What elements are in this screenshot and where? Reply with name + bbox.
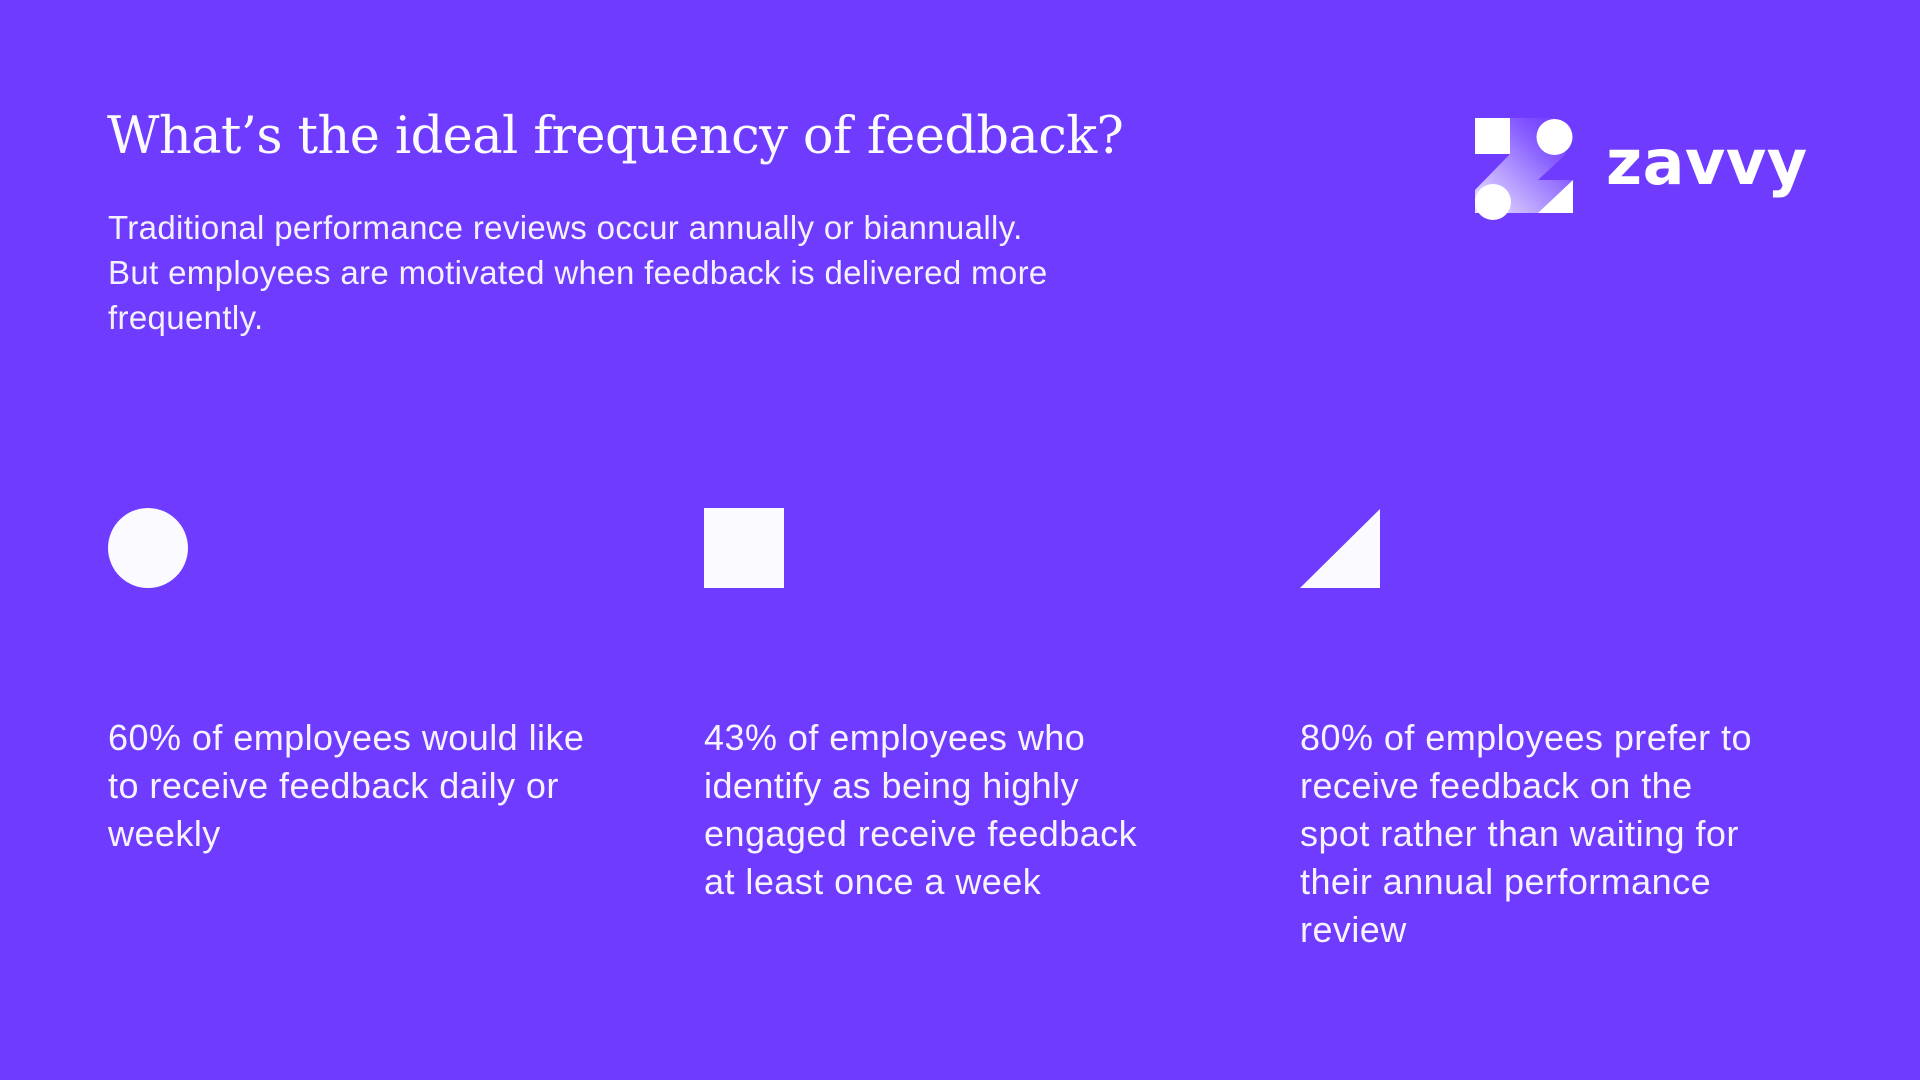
stat-line: spot rather than waiting for [1300,813,1739,854]
stat-line: review [1300,909,1407,950]
stat-line: receive feedback on the [1300,765,1693,806]
brand-wordmark: zavvy [1606,126,1808,199]
triangle-icon [1300,508,1380,588]
circle-icon [108,508,188,588]
stat-text: 43% of employees who identify as being h… [704,714,1137,906]
stat-line: to receive feedback daily or [108,765,559,806]
stat-line: their annual performance [1300,861,1712,902]
zavvy-logo-mark-icon [1470,112,1580,222]
stat-line: at least once a week [704,861,1042,902]
stat-line: identify as being highly [704,765,1080,806]
stat-line: 43% of employees who [704,717,1086,758]
stat-line: weekly [108,813,221,854]
stat-line: 80% of employees prefer to [1300,717,1752,758]
page-title: What’s the ideal frequency of feedback? [107,107,1124,166]
square-icon [704,508,784,588]
subtitle-line: frequently. [108,299,264,336]
stat-text: 80% of employees prefer to receive feedb… [1300,714,1752,954]
stat-text: 60% of employees would like to receive f… [108,714,584,858]
subtitle-line: But employees are motivated when feedbac… [108,254,1048,291]
brand-logo: zavvy [1470,112,1820,222]
subtitle-line: Traditional performance reviews occur an… [108,209,1023,246]
stat-line: engaged receive feedback [704,813,1138,854]
subtitle: Traditional performance reviews occur an… [108,205,1048,340]
stat-line: 60% of employees would like [108,717,585,758]
